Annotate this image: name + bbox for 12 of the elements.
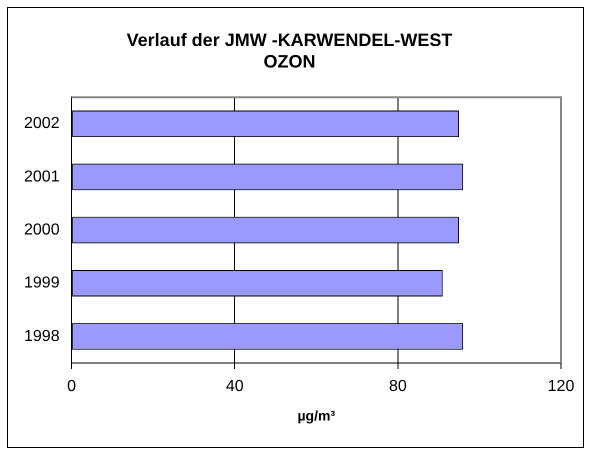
x-axis-title: µg/m³ <box>297 407 336 424</box>
x-tick-label: 40 <box>226 378 244 396</box>
y-tick-label: 2002 <box>24 115 60 132</box>
x-tick-label: 80 <box>388 378 407 396</box>
y-tick-label: 2001 <box>24 168 60 186</box>
text: Verlauf der JMW -KARWENDEL-WEST <box>126 30 452 50</box>
text: OZON <box>264 51 316 72</box>
y-tick-label: 1999 <box>24 274 60 292</box>
y-tick-label: 2000 <box>24 222 60 239</box>
y-tick-label: 1998 <box>24 328 60 345</box>
x-tick-label: 120 <box>548 378 574 396</box>
x-tick-label: 0 <box>67 378 76 396</box>
